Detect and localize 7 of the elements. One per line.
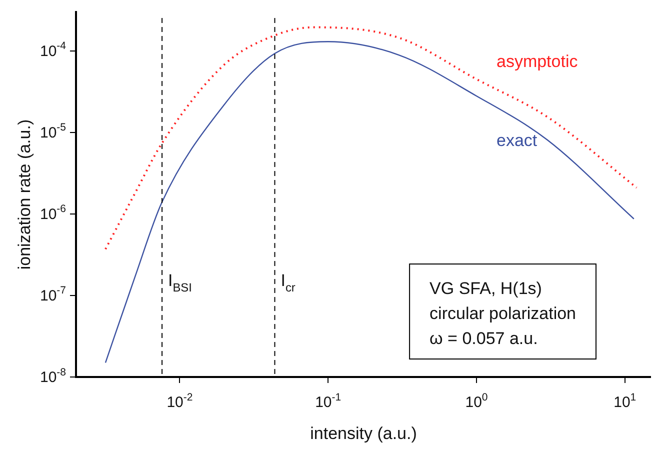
- annotation: ω = 0.057 a.u.: [430, 329, 538, 348]
- x-axis-title: intensity (a.u.): [310, 424, 417, 443]
- series-label: asymptotic: [496, 52, 578, 72]
- annotation: VG SFA, H(1s): [430, 279, 542, 298]
- annotation: circular polarization: [430, 304, 576, 323]
- y-axis-title: ionization rate (a.u.): [15, 119, 34, 270]
- series-label: exact: [496, 130, 538, 150]
